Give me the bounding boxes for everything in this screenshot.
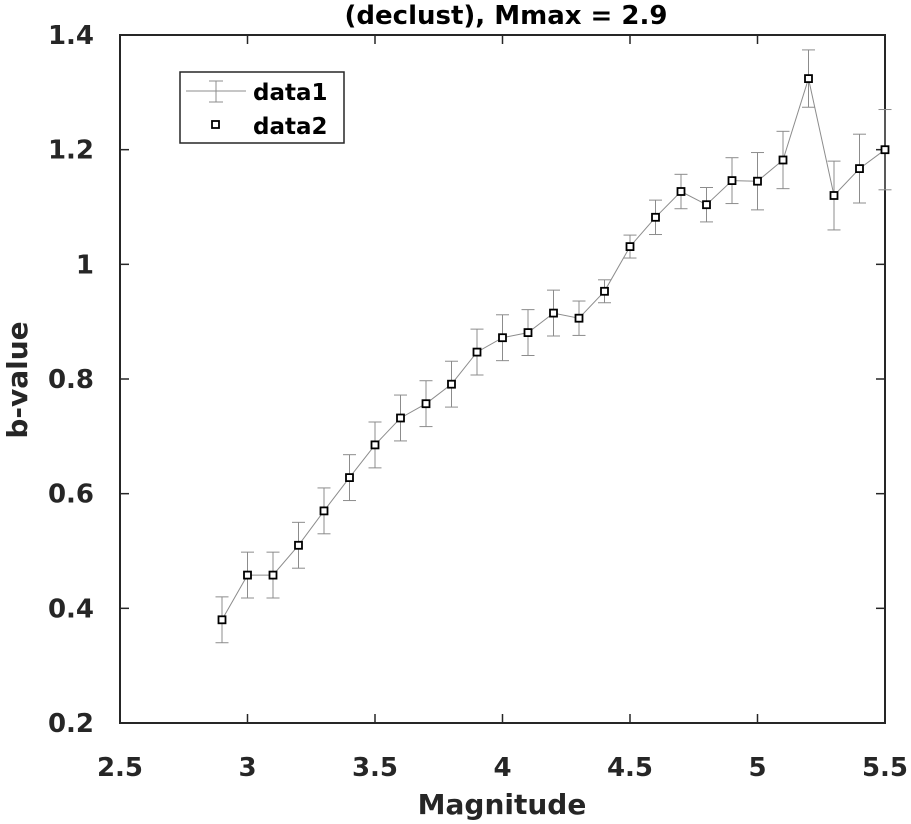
legend-data2-swatch bbox=[211, 120, 220, 129]
data-point-marker bbox=[294, 540, 303, 550]
data-point-marker bbox=[498, 333, 507, 343]
legend-box bbox=[179, 71, 345, 144]
x-tick-label: 5 bbox=[748, 753, 766, 783]
x-axis-title: Magnitude bbox=[418, 788, 587, 821]
data-point-marker bbox=[523, 328, 533, 338]
data-point-marker bbox=[804, 74, 813, 83]
data-point-marker bbox=[676, 187, 686, 196]
data-point-marker bbox=[217, 615, 227, 625]
data-point-marker bbox=[625, 242, 635, 252]
data-point-marker bbox=[396, 413, 405, 423]
data-point-marker bbox=[268, 570, 278, 580]
data-point-marker bbox=[829, 191, 839, 200]
axis-ticks bbox=[119, 34, 886, 724]
data-point-marker bbox=[600, 286, 609, 296]
data-point-marker bbox=[753, 176, 762, 186]
series-data1-errorbars bbox=[215, 49, 892, 644]
y-tick-labels: 0.2 0.4 0.6 0.8 1 1.2 1.4 bbox=[48, 21, 94, 739]
legend: data1 data2 bbox=[179, 71, 345, 144]
y-axis-title: b-value bbox=[1, 321, 34, 438]
y-tick-label: 1 bbox=[76, 250, 94, 280]
x-tick-labels: 2.5 3 3.5 4 4.5 5 5.5 bbox=[97, 753, 908, 783]
data-point-marker bbox=[319, 506, 329, 516]
data-point-marker bbox=[727, 176, 737, 186]
legend-label-data2: data2 bbox=[253, 114, 328, 140]
y-tick-label: 0.4 bbox=[48, 594, 94, 624]
data-point-marker bbox=[447, 379, 456, 389]
legend-label-data1: data1 bbox=[253, 80, 328, 106]
data-point-marker bbox=[345, 473, 354, 483]
data-point-marker bbox=[855, 164, 864, 174]
x-tick-label: 2.5 bbox=[97, 753, 143, 783]
data-point-marker bbox=[549, 308, 558, 318]
data-point-marker bbox=[472, 347, 482, 357]
data-point-marker bbox=[651, 212, 660, 222]
y-tick-label: 0.2 bbox=[48, 709, 94, 739]
data-point-marker bbox=[702, 200, 711, 210]
x-tick-label: 5.5 bbox=[862, 753, 908, 783]
data-point-marker bbox=[574, 313, 584, 323]
y-tick-label: 1.4 bbox=[48, 21, 94, 51]
y-tick-label: 0.8 bbox=[48, 365, 94, 395]
chart-title: (declust), Mmax = 2.9 bbox=[345, 1, 668, 31]
y-tick-label: 1.2 bbox=[48, 136, 94, 166]
data-point-marker bbox=[370, 440, 380, 450]
data-point-marker bbox=[880, 145, 890, 155]
series-data2-markers bbox=[217, 74, 890, 625]
x-tick-label: 4.5 bbox=[607, 753, 653, 783]
x-tick-label: 3.5 bbox=[352, 753, 398, 783]
y-tick-label: 0.6 bbox=[48, 480, 94, 510]
x-tick-label: 4 bbox=[493, 753, 511, 783]
data-point-marker bbox=[421, 399, 431, 409]
data-point-marker bbox=[243, 570, 252, 580]
x-tick-label: 3 bbox=[238, 753, 256, 783]
data-point-marker bbox=[778, 155, 788, 165]
legend-data1-swatch bbox=[186, 80, 246, 103]
